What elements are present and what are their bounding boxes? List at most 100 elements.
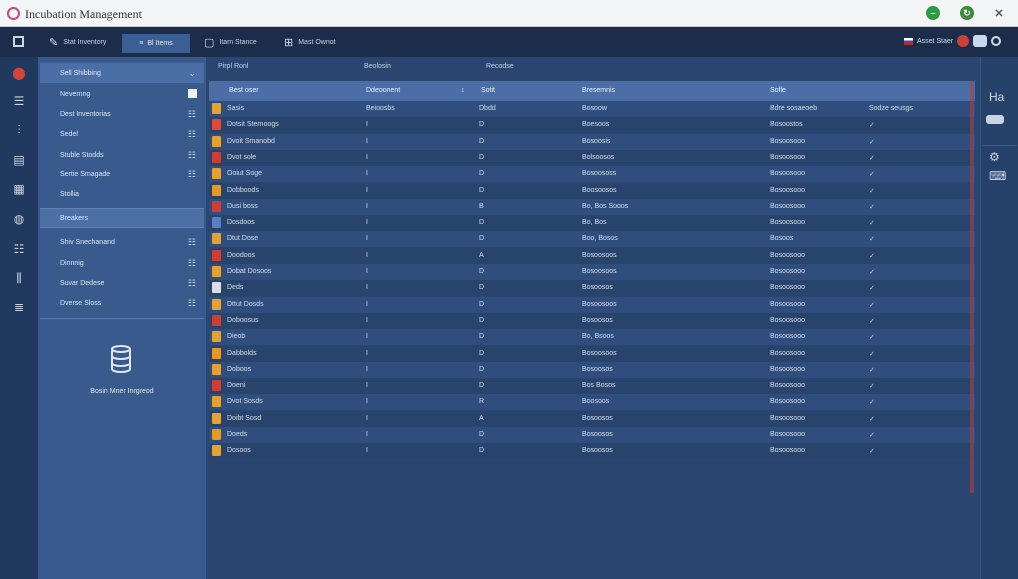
cell-location: D: [479, 316, 485, 324]
tab-bl-items[interactable]: ≡ Bl Items: [122, 34, 190, 53]
grid-icon: ☷: [187, 109, 196, 119]
settings-icon[interactable]: ⚙: [989, 150, 1000, 164]
text-format-icon[interactable]: Ha: [989, 90, 1005, 104]
cell-name: Dotsit Sternoogs: [227, 121, 279, 129]
table-row[interactable]: Doboos I D Bosoosos Bosoosooo ✓: [209, 361, 975, 378]
sidebar-item-0[interactable]: Sell Shibbing ⌄: [40, 63, 204, 83]
cell-status: ✓: [869, 154, 875, 162]
cell-status: ✓: [869, 415, 875, 423]
cell-status: ✓: [869, 236, 875, 244]
sidebar-item-1[interactable]: Nevernng: [40, 84, 204, 104]
table-row[interactable]: Dabbolds I D Bosoosoos Bosoosooo ✓: [209, 345, 975, 362]
cell-date: Bosoosooo: [770, 153, 806, 161]
grid-icon: ☷: [187, 258, 196, 268]
sidebar-item-7[interactable]: Breakers: [40, 208, 204, 228]
table-row[interactable]: Dotsit Sternoogs I D Boesoos Bosoostos ✓: [209, 117, 975, 134]
bar-chart-icon[interactable]: ⫼: [16, 270, 22, 285]
refresh-button[interactable]: ↻: [960, 6, 974, 20]
sidebar-item-6[interactable]: Stollia: [60, 190, 80, 198]
table-row[interactable]: Dttut Dosds I D Bosoosoos Bosoosooo ✓: [209, 296, 975, 313]
sidebar-item-9[interactable]: Dinnnig ☷: [60, 258, 196, 268]
table-row[interactable]: Dosdoos I D Bo, Bos Bosoosooo ✓: [209, 215, 975, 232]
main-toolbar: ✎ Stat Inventory ≡ Bl Items ▢ Itam Stanc…: [0, 27, 1018, 57]
table-row[interactable]: Doeds I D Bosoosos Bosoosooo ✓: [209, 427, 975, 443]
sidebar-item-11[interactable]: Dverse Sloss ☷: [60, 298, 196, 308]
cell-quantity: I: [366, 414, 368, 422]
home-icon[interactable]: [13, 36, 24, 47]
main-header: Pirpl Ronl Beolosin Recodse: [206, 57, 980, 81]
sidebar-item-4[interactable]: Stuble Stodds ☷: [60, 150, 196, 160]
sidebar-divider: [40, 318, 204, 319]
tab-mast-ownot[interactable]: ⊞ Mast Ownot: [284, 36, 336, 49]
sidebar-item-2[interactable]: Dest Inventorias ☷: [60, 109, 196, 119]
table-row[interactable]: Dieob I D Bo, Bsoos Bosoosooo ✓: [209, 329, 975, 346]
cell-serial: Bosoosoos: [582, 300, 617, 308]
user-avatar[interactable]: [973, 35, 988, 47]
sidebar-item-5[interactable]: Sertie Smagade ☷: [60, 169, 196, 179]
sort-icon[interactable]: ↕: [461, 87, 465, 94]
checkbox-icon[interactable]: [188, 89, 197, 98]
header-filter-label[interactable]: Beolosin: [364, 63, 391, 70]
cell-quantity: I: [366, 349, 368, 357]
stack-icon[interactable]: ≣: [13, 300, 25, 314]
table-row[interactable]: Dvot Sosds I R Boosoos Bosoosooo ✓: [209, 394, 975, 411]
sidebar-item-10[interactable]: Suvar Dedese ☷: [60, 278, 196, 288]
cell-serial: Bo, Bsoos: [582, 333, 614, 341]
table-row[interactable]: Sasis Beioosbs Dbdd Bosoow Bdre sosaeoeb Sodz…: [209, 101, 975, 117]
table-row[interactable]: Doodoos I A Bosoosoos Bosoosooo ✓: [209, 247, 975, 264]
sidebar-item-3[interactable]: Sedel ☷: [60, 129, 196, 139]
table-icon[interactable]: ▤: [13, 153, 25, 167]
table-row[interactable]: Dvot sole I D Bolsoosos Bosoosooo ✓: [209, 149, 975, 166]
cell-status: ✓: [869, 399, 875, 407]
document-icon: ▢: [204, 36, 215, 49]
cell-date: Bosoosooo: [770, 268, 806, 275]
right-panel: Ha ⚙ ⌨: [980, 57, 1018, 579]
close-button[interactable]: ✕: [994, 7, 1004, 20]
keyboard-icon[interactable]: ⌨: [989, 169, 1007, 183]
column-header[interactable]: Sotit: [481, 87, 496, 94]
database-icon[interactable]: ☰: [13, 94, 25, 108]
header-filter-label[interactable]: Recodse: [486, 63, 514, 70]
table-row[interactable]: Dosoos I D Bosoosos Bosoosooo ✓: [209, 443, 975, 460]
minimize-button[interactable]: –: [926, 6, 940, 20]
table-row[interactable]: Dtut Dose I D Boo, Bosos Bosoos ✓: [209, 231, 975, 248]
table-row[interactable]: Doeni I D Bos Bosos Bosoosooo ✓: [209, 378, 975, 395]
chart-icon[interactable]: ⫶: [17, 122, 21, 137]
table-row[interactable]: Ooiut Soge I D Bosoososs Bosoosooo ✓: [209, 166, 975, 183]
notification-icon[interactable]: [957, 35, 970, 47]
scrollbar[interactable]: [970, 81, 974, 493]
toggle-switch[interactable]: [986, 115, 1004, 124]
table-row[interactable]: Dusi boss I B Bo, Bos Sooos Bosoosooo ✓: [209, 198, 975, 215]
user-area[interactable]: Asset Staer: [904, 35, 1002, 47]
cell-name: Doibt Sosd: [227, 414, 262, 422]
list-icon[interactable]: ☷: [13, 242, 25, 256]
column-header[interactable]: Bresemnis: [582, 87, 616, 94]
cell-date: Bosoosooo: [770, 251, 806, 259]
settings-icon[interactable]: [991, 36, 1002, 46]
sidebar-item-8[interactable]: Shiv Snechanand ☷: [60, 237, 196, 247]
table-row[interactable]: Doboosus I D Bosoosos Bosoosooo ✓: [209, 312, 975, 329]
cell-serial: Boo, Bosos: [582, 235, 618, 243]
table-row[interactable]: Dobboods I D Boosoosos Bosoosooo ✓: [209, 182, 975, 199]
server-icon[interactable]: ▦: [13, 182, 25, 196]
cell-name: Dttut Dosds: [227, 300, 264, 308]
column-header[interactable]: Best oser: [229, 87, 259, 94]
table-row[interactable]: Dvoit Smanobd I D Bosoosis Bosoosooo ✓: [209, 133, 975, 150]
column-header[interactable]: Ddeoonent: [366, 87, 401, 94]
tab-stat-inventory[interactable]: ✎ Stat Inventory: [49, 36, 107, 49]
cell-status: ✓: [869, 269, 875, 276]
globe-icon[interactable]: ◍: [13, 212, 25, 226]
table-row[interactable]: Dobat Dosoos I D Bosoosoos Bosoosooo ✓: [209, 264, 975, 280]
table-row[interactable]: Doibt Sosd I A Bosoosos Bosoosooo ✓: [209, 410, 975, 427]
tab-itam-stance[interactable]: ▢ Itam Stance: [204, 36, 257, 49]
column-header[interactable]: Sofle: [770, 87, 786, 94]
table-row[interactable]: Deds I D Bosoosos Bosoosooo ✓: [209, 280, 975, 297]
file-icon: [212, 445, 221, 457]
header-filter-label[interactable]: Pirpl Ronl: [218, 63, 249, 70]
chevron-down-icon[interactable]: ⌄: [188, 68, 196, 78]
file-icon: [212, 331, 221, 343]
cell-name: Dvot Sosds: [227, 398, 263, 406]
record-icon[interactable]: ⬤: [12, 66, 26, 80]
cell-quantity: I: [366, 431, 368, 438]
cell-date: Bosoosooo: [770, 316, 806, 324]
